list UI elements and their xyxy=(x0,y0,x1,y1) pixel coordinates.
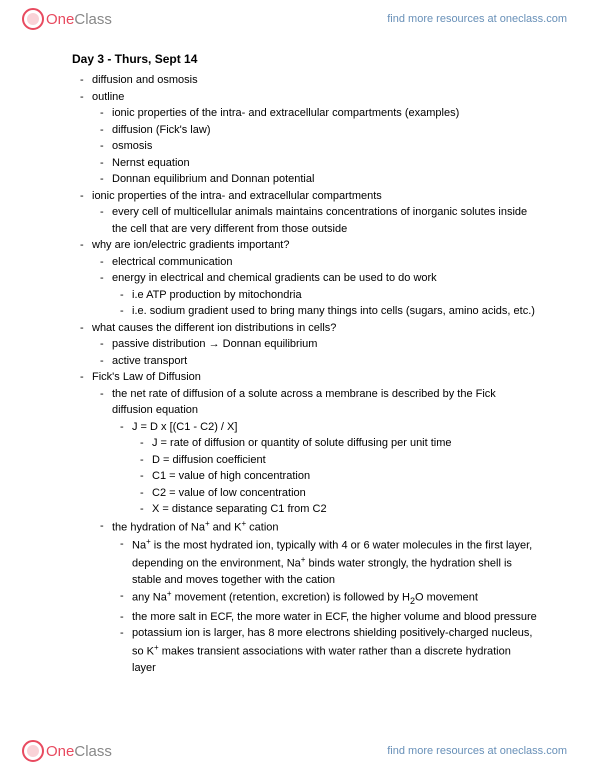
logo-circle-icon xyxy=(22,8,44,30)
list-item: why are ion/electric gradients important… xyxy=(72,237,537,320)
document-title: Day 3 - Thurs, Sept 14 xyxy=(72,50,537,68)
header-resources-link[interactable]: find more resources at oneclass.com xyxy=(387,13,567,25)
list-item: diffusion (Fick's law) xyxy=(92,122,537,139)
list-item: the more salt in ECF, the more water in … xyxy=(112,609,537,626)
outline-list: diffusion and osmosis outline ionic prop… xyxy=(72,72,537,676)
list-item: ionic properties of the intra- and extra… xyxy=(92,105,537,122)
footer-resources-link[interactable]: find more resources at oneclass.com xyxy=(387,745,567,757)
list-item: Fick's Law of Diffusion the net rate of … xyxy=(72,369,537,676)
brand-text: OneClass xyxy=(46,743,112,760)
list-item: D = diffusion coefficient xyxy=(132,452,537,469)
list-item: J = rate of diffusion or quantity of sol… xyxy=(132,435,537,452)
list-item: X = distance separating C1 from C2 xyxy=(132,501,537,518)
list-item: outline ionic properties of the intra- a… xyxy=(72,89,537,188)
list-item: what causes the different ion distributi… xyxy=(72,320,537,370)
list-item: Nernst equation xyxy=(92,155,537,172)
brand-text: OneClass xyxy=(46,11,112,28)
list-item: J = D x [(C1 - C2) / X] J = rate of diff… xyxy=(112,419,537,518)
list-item: the net rate of diffusion of a solute ac… xyxy=(92,386,537,518)
list-item: Donnan equilibrium and Donnan potential xyxy=(92,171,537,188)
page-header: OneClass find more resources at oneclass… xyxy=(0,4,595,34)
list-item: ionic properties of the intra- and extra… xyxy=(72,188,537,238)
list-item: diffusion and osmosis xyxy=(72,72,537,89)
list-item: any Na+ movement (retention, excretion) … xyxy=(112,588,537,608)
brand-logo: OneClass xyxy=(22,8,112,30)
list-item: osmosis xyxy=(92,138,537,155)
document-content: Day 3 - Thurs, Sept 14 diffusion and osm… xyxy=(72,50,537,676)
list-item: active transport xyxy=(92,353,537,370)
logo-circle-icon xyxy=(22,740,44,762)
list-item: every cell of multicellular animals main… xyxy=(92,204,537,237)
list-item: Na+ is the most hydrated ion, typically … xyxy=(112,536,537,589)
list-item: i.e ATP production by mitochondria xyxy=(112,287,537,304)
brand-logo: OneClass xyxy=(22,740,112,762)
list-item: passive distribution → Donnan equilibriu… xyxy=(92,336,537,353)
list-item: potassium ion is larger, has 8 more elec… xyxy=(112,625,537,676)
page-footer: OneClass find more resources at oneclass… xyxy=(0,736,595,766)
list-item: C2 = value of low concentration xyxy=(132,485,537,502)
list-item: the hydration of Na+ and K+ cation Na+ i… xyxy=(92,518,537,677)
list-item: C1 = value of high concentration xyxy=(132,468,537,485)
list-item: i.e. sodium gradient used to bring many … xyxy=(112,303,537,320)
list-item: electrical communication xyxy=(92,254,537,271)
list-item: energy in electrical and chemical gradie… xyxy=(92,270,537,320)
